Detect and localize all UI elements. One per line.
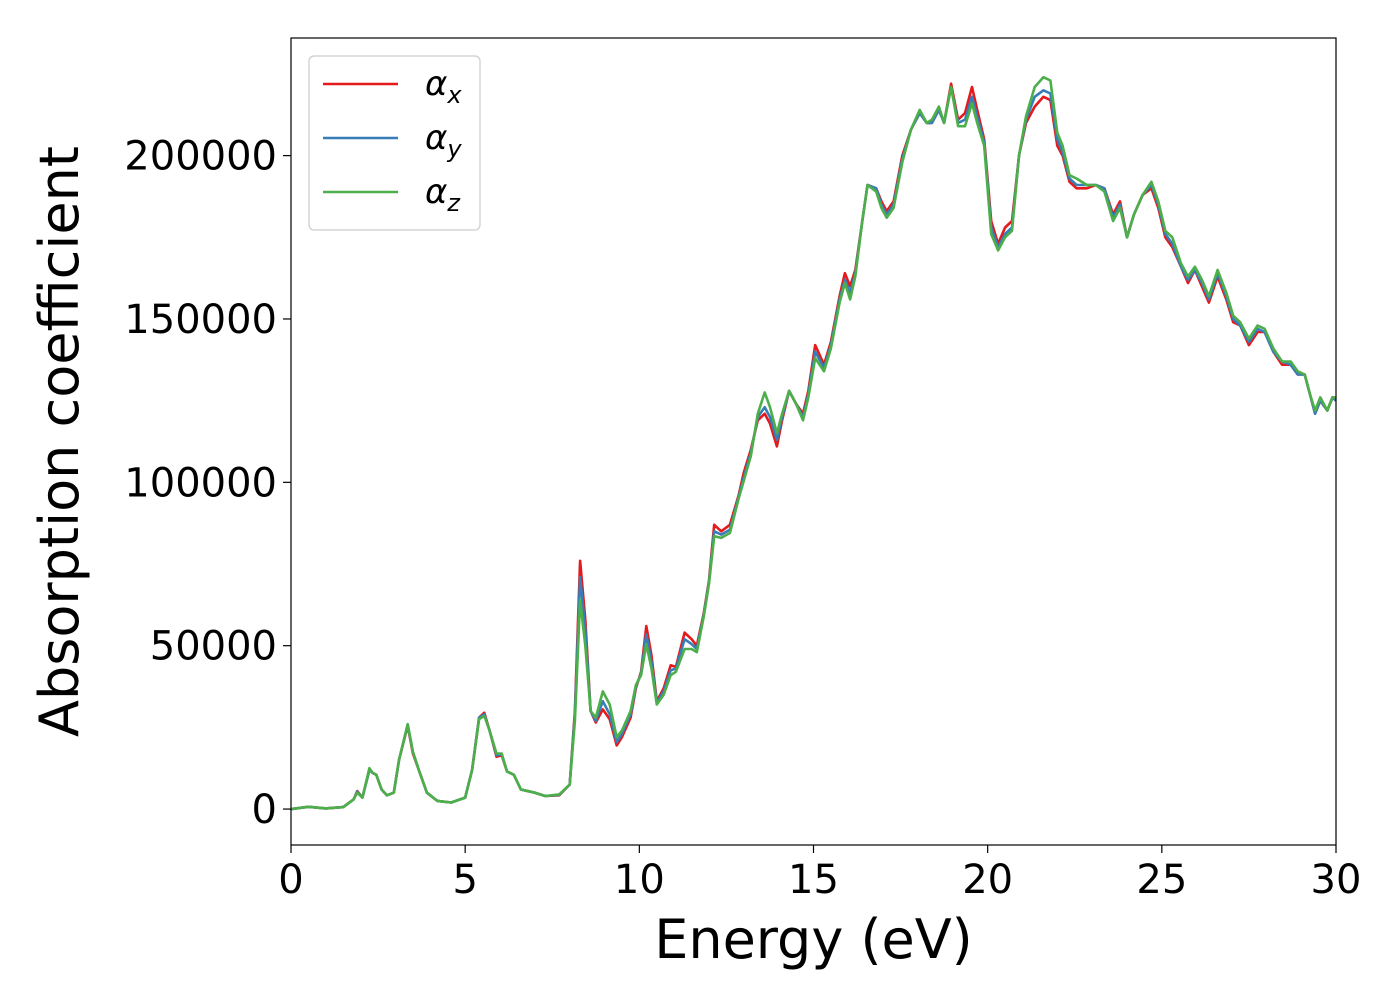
ticks-layer: 0 5 10 15 20 25 30 0 50000 100000 150000 200000 [124,134,1361,903]
legend-label-y: αy [425,118,462,163]
y-tick-label: 100000 [124,460,277,506]
x-tick-label: 15 [788,857,839,903]
x-tick-label: 25 [1136,857,1187,903]
series-line-z [291,75,1336,811]
y-tick-label: 150000 [124,297,277,343]
y-tick-label: 200000 [124,134,277,180]
x-tick-label: 10 [614,857,665,903]
legend-label-x: αx [425,64,462,109]
series-layer [291,75,1336,811]
x-tick-label: 20 [962,857,1013,903]
legend-box [308,55,481,231]
y-tick-label: 0 [252,787,277,833]
x-tick-label: 0 [278,857,303,903]
y-axis-title: Absorption coefficient [28,146,91,737]
x-tick-label: 5 [452,857,477,903]
y-tick-label: 50000 [150,624,277,670]
x-axis-title: Energy (eV) [654,908,973,971]
x-tick-label: 30 [1311,857,1362,903]
